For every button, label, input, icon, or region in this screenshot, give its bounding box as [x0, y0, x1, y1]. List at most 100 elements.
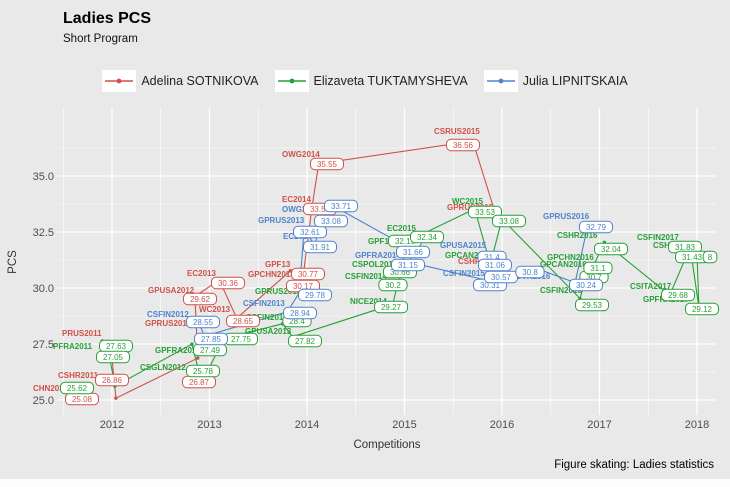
- competition-label: NICE2014: [350, 297, 387, 306]
- svg-text:35.0: 35.0: [33, 171, 54, 183]
- value-label: 29.12: [685, 302, 719, 316]
- legend-label: Adelina SOTNIKOVA: [141, 74, 259, 88]
- competition-label: CSRUS2015: [434, 127, 480, 136]
- value-label: 25.78: [186, 364, 220, 378]
- data-point: [190, 342, 194, 346]
- svg-text:27.05: 27.05: [103, 353, 124, 362]
- svg-text:30.24: 30.24: [576, 281, 597, 290]
- svg-text:29.68: 29.68: [668, 291, 689, 300]
- svg-text:27.63: 27.63: [106, 342, 127, 351]
- value-boxes-blue: 28.55 27.85 28.94 29.78 32.61 31.91 33.08 33.71…: [186, 199, 613, 346]
- value-label: 29.53: [575, 298, 609, 312]
- svg-text:33.58: 33.58: [310, 205, 331, 214]
- svg-text:29.12: 29.12: [692, 305, 713, 314]
- svg-text:30.57: 30.57: [491, 273, 512, 282]
- svg-text:25.78: 25.78: [193, 367, 214, 376]
- competition-label: CSFIN2015: [443, 269, 485, 278]
- svg-text:27.75: 27.75: [231, 335, 252, 344]
- competition-label: GPRUS2016: [543, 212, 590, 221]
- value-label: 33.71: [324, 199, 358, 213]
- svg-text:30.8: 30.8: [522, 268, 538, 277]
- svg-text:28.65: 28.65: [233, 317, 254, 326]
- svg-text:25.0: 25.0: [33, 395, 54, 407]
- svg-text:31.91: 31.91: [310, 243, 331, 252]
- svg-text:28.4: 28.4: [289, 317, 305, 326]
- value-label: 33.08: [492, 214, 526, 228]
- svg-text:25.62: 25.62: [67, 384, 88, 393]
- data-point: [114, 396, 118, 400]
- competition-label: GPRUS2013: [255, 287, 302, 296]
- legend-key-icon: [102, 70, 137, 92]
- svg-text:29.78: 29.78: [305, 291, 326, 300]
- competition-label: PFRA2011: [53, 342, 93, 351]
- value-label: 32.34: [410, 230, 444, 244]
- competition-label: CSITA2017: [630, 282, 672, 291]
- legend-key-icon: [274, 70, 309, 92]
- competition-label: OWG2014: [282, 205, 320, 214]
- competition-label: GPUSA2015: [440, 241, 487, 250]
- value-label: 28.55: [186, 315, 220, 329]
- competition-label: EC2013: [187, 269, 216, 278]
- x-axis-title: Competitions: [353, 439, 420, 451]
- svg-text:32.04: 32.04: [601, 245, 622, 254]
- competition-label: GPF13: [265, 260, 291, 269]
- competition-label: EC2015: [387, 224, 416, 233]
- svg-text:2013: 2013: [197, 419, 221, 431]
- legend-label: Julia LIPNITSKAIA: [522, 74, 628, 88]
- value-label: 31.66: [396, 245, 430, 259]
- competition-label: CSPOL2014: [352, 260, 398, 269]
- legend-entry-red: Adelina SOTNIKOVA: [102, 70, 259, 92]
- competition-label: EC2014: [282, 195, 311, 204]
- svg-text:30.31: 30.31: [480, 281, 501, 290]
- value-label: 30.36: [211, 276, 245, 290]
- svg-text:33.71: 33.71: [331, 202, 352, 211]
- svg-text:32.34: 32.34: [417, 233, 438, 242]
- svg-text:28.94: 28.94: [290, 309, 311, 318]
- svg-text:35.55: 35.55: [317, 160, 338, 169]
- svg-text:30.2: 30.2: [385, 281, 401, 290]
- svg-text:33.53: 33.53: [475, 208, 496, 217]
- axis-tick-labels: 2012 2013 2014 2015 2016 2017 2018 25.0 27.5 30.0…: [33, 171, 710, 431]
- svg-text:33.08: 33.08: [321, 217, 342, 226]
- value-label: 33.53: [468, 205, 502, 219]
- value-label: 32.79: [579, 220, 613, 234]
- value-label: 8: [702, 250, 718, 264]
- bottom-strip: [0, 479, 730, 487]
- svg-text:29.62: 29.62: [190, 295, 211, 304]
- value-label: 30.57: [484, 270, 518, 284]
- svg-text:31.1: 31.1: [590, 264, 606, 273]
- competition-label: CSHR2011: [58, 371, 99, 380]
- legend-key-icon: [483, 70, 518, 92]
- value-label: 30.2: [378, 278, 408, 292]
- competition-label: CHN2011: [33, 384, 68, 393]
- svg-text:32.15: 32.15: [395, 237, 416, 246]
- competition-label: GPRUS2012: [145, 319, 192, 328]
- svg-text:30.66: 30.66: [390, 268, 411, 277]
- value-label: 30.24: [569, 278, 603, 292]
- svg-text:2018: 2018: [685, 419, 709, 431]
- svg-text:32.61: 32.61: [300, 228, 321, 237]
- svg-text:2015: 2015: [392, 419, 416, 431]
- svg-text:27.82: 27.82: [295, 337, 316, 346]
- svg-text:31.15: 31.15: [398, 261, 419, 270]
- svg-text:30.36: 30.36: [218, 279, 239, 288]
- competition-label: GPCAN2016: [540, 260, 587, 269]
- competition-label: PRUS2011: [62, 329, 102, 338]
- chart-header: Ladies PCS Short Program: [63, 10, 151, 45]
- competition-label: GPCHN2016: [547, 253, 594, 262]
- svg-text:30.7: 30.7: [586, 273, 602, 282]
- value-boxes-green: 27.63 27.05 25.62 27.49 25.78 27.75 28.4 27.82 2…: [60, 205, 719, 395]
- value-label: 27.49: [193, 343, 227, 357]
- data-point: [196, 356, 200, 360]
- value-label: 26.87: [182, 375, 216, 389]
- competition-label: GPFRA2014: [355, 251, 401, 260]
- legend-label: Elizaveta TUKTAMYSHEVA: [313, 74, 468, 88]
- value-label: 29.27: [374, 300, 408, 314]
- legend-entry-blue: Julia LIPNITSKAIA: [483, 70, 628, 92]
- chart-subtitle: Short Program: [63, 33, 138, 45]
- value-label: 27.75: [224, 332, 258, 346]
- svg-text:30.17: 30.17: [293, 282, 314, 291]
- competition-label: GPCAN2015: [445, 251, 492, 260]
